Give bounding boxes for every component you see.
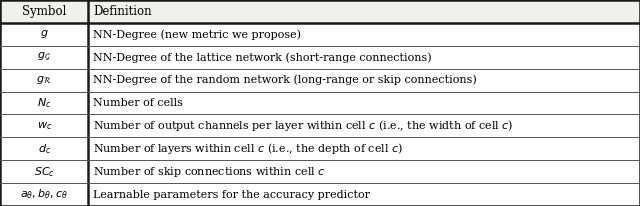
Text: $g_{\mathcal{R}}$: $g_{\mathcal{R}}$ [36, 74, 52, 86]
Text: Number of skip connections within cell $c$: Number of skip connections within cell $… [93, 165, 326, 179]
Bar [0, 91, 640, 115]
Text: $SC_c$: $SC_c$ [34, 165, 54, 179]
Text: Definition: Definition [93, 5, 152, 18]
Bar [0, 137, 640, 160]
Text: $N_c$: $N_c$ [37, 96, 51, 110]
Text: $g_{\mathcal{G}}$: $g_{\mathcal{G}}$ [37, 51, 51, 63]
Bar [0, 69, 640, 91]
Text: Learnable parameters for the accuracy predictor: Learnable parameters for the accuracy pr… [93, 190, 371, 200]
Text: $w_c$: $w_c$ [36, 120, 52, 132]
Text: NN-Degree (new metric we propose): NN-Degree (new metric we propose) [93, 29, 301, 40]
Bar [0, 23, 640, 46]
Text: $a_{\theta}, b_{\theta}, c_{\theta}$: $a_{\theta}, b_{\theta}, c_{\theta}$ [20, 188, 68, 201]
Bar [0, 0, 640, 23]
Text: $g$: $g$ [40, 28, 49, 40]
Bar [0, 160, 640, 183]
Text: Number of output channels per layer within cell $c$ (i.e., the width of cell $c$: Number of output channels per layer with… [93, 118, 514, 133]
Bar [0, 183, 640, 206]
Text: Number of layers within cell $c$ (i.e., the depth of cell $c$): Number of layers within cell $c$ (i.e., … [93, 141, 403, 156]
Bar [0, 46, 640, 69]
Text: NN-Degree of the lattice network (short-range connections): NN-Degree of the lattice network (short-… [93, 52, 432, 62]
Bar [0, 115, 640, 137]
Text: Number of cells: Number of cells [93, 98, 183, 108]
Text: Symbol: Symbol [22, 5, 67, 18]
Text: $d_c$: $d_c$ [38, 142, 51, 156]
Text: NN-Degree of the random network (long-range or skip connections): NN-Degree of the random network (long-ra… [93, 75, 477, 85]
